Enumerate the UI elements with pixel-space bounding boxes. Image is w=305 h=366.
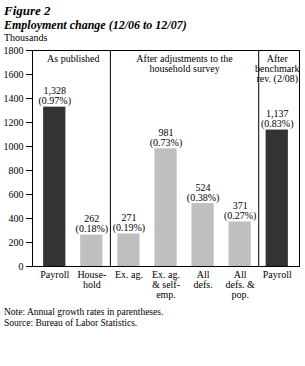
html-text:Note: Annual growth rates in p: Note: Annual growth rates in parentheses… [4,307,164,317]
svg-text:After adjustments to thehouseh: After adjustments to thehousehold survey [136,53,233,74]
svg-text:262(0.18%): 262(0.18%) [76,213,109,235]
svg-text:Payroll: Payroll [40,269,69,280]
svg-text:Alldefs.: Alldefs. [193,269,212,290]
svg-text:271(0.19%): 271(0.19%) [113,212,146,234]
html-text:Thousands: Thousands [4,32,48,43]
svg-text:1,137(0.83%): 1,137(0.83%) [261,108,294,130]
svg-text:1600: 1600 [4,69,24,80]
svg-text:Payroll: Payroll [263,269,292,280]
svg-text:1200: 1200 [4,117,24,128]
svg-text:House-hold: House-hold [77,269,106,290]
svg-text:400: 400 [9,213,24,224]
svg-text:1000: 1000 [4,141,24,152]
svg-text:0: 0 [19,261,24,272]
svg-text:1400: 1400 [4,93,24,104]
svg-text:Ex. ag.& self-emp.: Ex. ag.& self-emp. [152,269,180,300]
svg-text:1,328(0.97%): 1,328(0.97%) [39,85,72,107]
svg-text:800: 800 [9,165,24,176]
svg-text:200: 200 [9,237,24,248]
html-text:Source: Bureau of Labor Statis: Source: Bureau of Labor Statistics. [4,318,138,328]
svg-text:Ex. ag.: Ex. ag. [115,269,143,280]
svg-text:524(0.38%): 524(0.38%) [187,182,220,204]
html-text:Figure 2: Figure 2 [4,3,51,18]
svg-text:Afterbenchmarkrev. (2/08): Afterbenchmarkrev. (2/08) [255,53,299,85]
svg-text:1800: 1800 [4,45,24,56]
html-text:Employment change (12/06 to 12: Employment change (12/06 to 12/07) [4,18,187,32]
svg-text:600: 600 [9,189,24,200]
svg-text:As published: As published [47,53,100,64]
svg-text:981(0.73%): 981(0.73%) [150,127,183,149]
svg-text:371(0.27%): 371(0.27%) [224,200,257,222]
svg-text:Alldefs. &pop.: Alldefs. &pop. [225,269,255,300]
